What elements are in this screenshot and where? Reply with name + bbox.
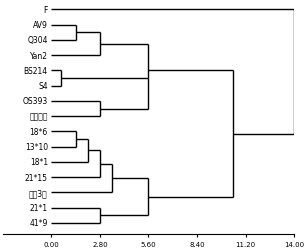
Text: S4: S4 [38, 82, 48, 91]
Text: 中薯3号: 中薯3号 [29, 188, 48, 197]
Text: 18*6: 18*6 [29, 128, 48, 136]
Text: OS393: OS393 [23, 97, 48, 106]
Text: AV9: AV9 [33, 21, 48, 30]
Text: 兴佳二号: 兴佳二号 [29, 112, 48, 121]
Text: 21*1: 21*1 [30, 203, 48, 212]
Text: 41*9: 41*9 [29, 218, 48, 228]
Text: 13*10: 13*10 [25, 142, 48, 152]
Text: 21*15: 21*15 [25, 173, 48, 182]
Text: Q304: Q304 [27, 36, 48, 45]
Text: F: F [44, 6, 48, 15]
Text: BS214: BS214 [24, 67, 48, 76]
Text: Yan2: Yan2 [30, 52, 48, 60]
Text: 18*1: 18*1 [30, 158, 48, 167]
